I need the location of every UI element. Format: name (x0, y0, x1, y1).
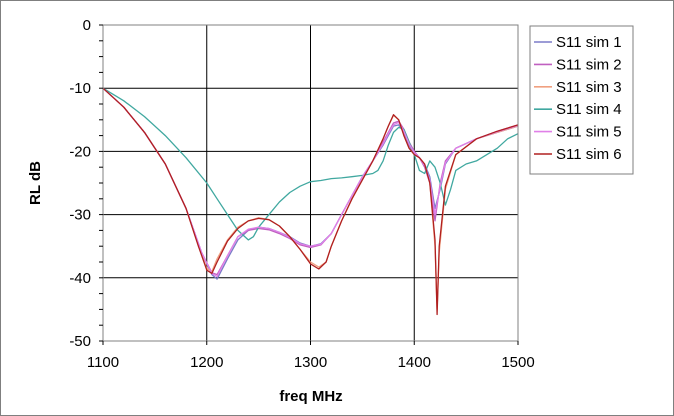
x-tick-label: 1500 (501, 354, 534, 371)
legend-label: S11 sim 4 (556, 101, 622, 118)
x-tick-label: 1300 (294, 354, 327, 371)
y-tick-label: -10 (69, 80, 91, 97)
y-tick-label: -30 (69, 207, 91, 224)
legend-label: S11 sim 3 (556, 79, 622, 96)
series-line-sim-6 (102, 87, 519, 316)
y-tick-label: -50 (69, 333, 91, 350)
series-layer (102, 87, 519, 316)
series-line-sim-4 (102, 87, 519, 241)
x-tick-label: 1400 (398, 354, 431, 371)
legend-box (529, 25, 634, 175)
tick-labels: 1100 1200 1300 1400 1500 0 -10 -20 -30 -40 -50 (69, 17, 534, 371)
x-tick-label: 1100 (87, 354, 119, 371)
grid-lines (103, 25, 518, 341)
series-line-sim-5 (102, 87, 519, 278)
x-tick-label: 1200 (190, 354, 223, 371)
legend-label: S11 sim 2 (556, 56, 622, 73)
x-axis-title: freq MHz (279, 388, 342, 405)
legend: S11 sim 1 S11 sim 2 S11 sim 3 S11 sim 4 S11 … (529, 25, 634, 175)
legend-label: S11 sim 1 (556, 34, 622, 51)
y-axis-title: RL dB (27, 161, 44, 205)
y-tick-label: -40 (69, 270, 91, 287)
y-tick-label: 0 (83, 17, 91, 34)
legend-label: S11 sim 6 (556, 146, 622, 163)
y-tick-label: -20 (69, 143, 91, 160)
legend-label: S11 sim 5 (556, 124, 622, 141)
